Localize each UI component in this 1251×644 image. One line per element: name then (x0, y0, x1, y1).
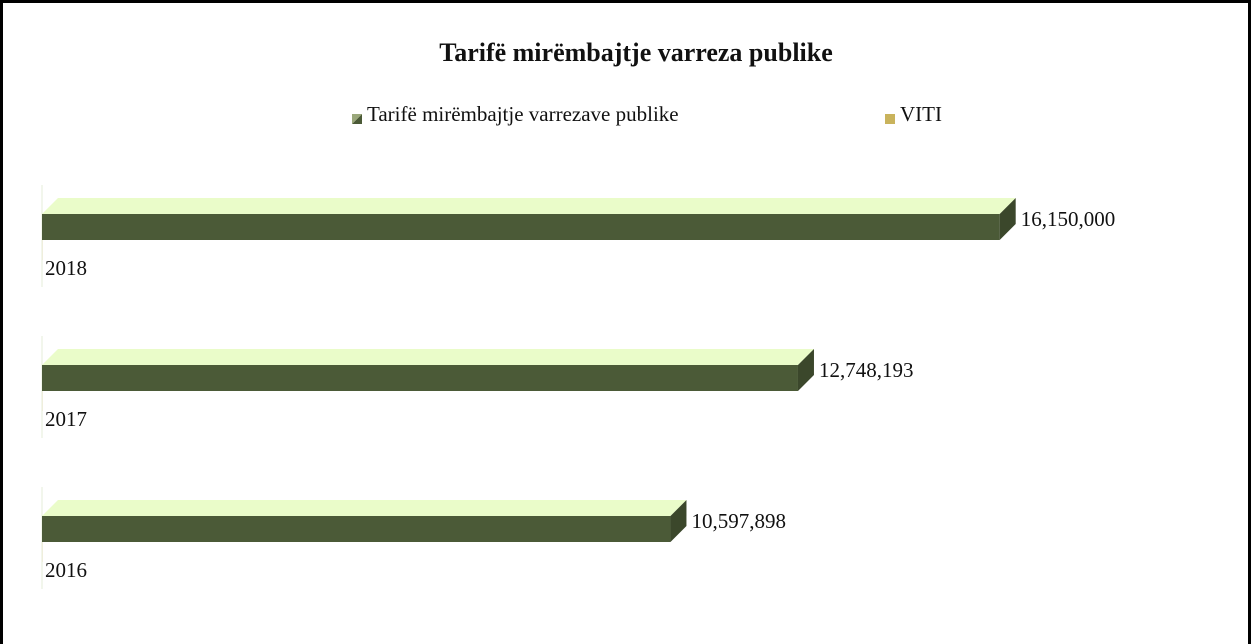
y-tick-label: 2016 (45, 558, 87, 582)
bar-top (42, 198, 1016, 214)
legend-swatch (352, 114, 362, 124)
legend-label: VITI (900, 102, 942, 126)
bar-end (797, 349, 814, 391)
bar-end (670, 500, 687, 542)
chart-title: Tarifë mirëmbajtje varreza publike (439, 38, 833, 67)
y-tick-label: 2017 (45, 407, 87, 431)
legend-label: Tarifë mirëmbajtje varrezave publike (367, 102, 679, 126)
bar-top (42, 500, 687, 516)
bar-top (42, 349, 814, 365)
y-tick-label: 2018 (45, 256, 87, 280)
legend-swatch (885, 114, 895, 124)
bar (42, 516, 671, 542)
bar (42, 365, 798, 391)
data-label: 12,748,193 (819, 358, 914, 382)
bar (42, 214, 1000, 240)
data-label: 10,597,898 (691, 509, 786, 533)
bar-end (999, 198, 1016, 240)
data-label: 16,150,000 (1021, 207, 1116, 231)
